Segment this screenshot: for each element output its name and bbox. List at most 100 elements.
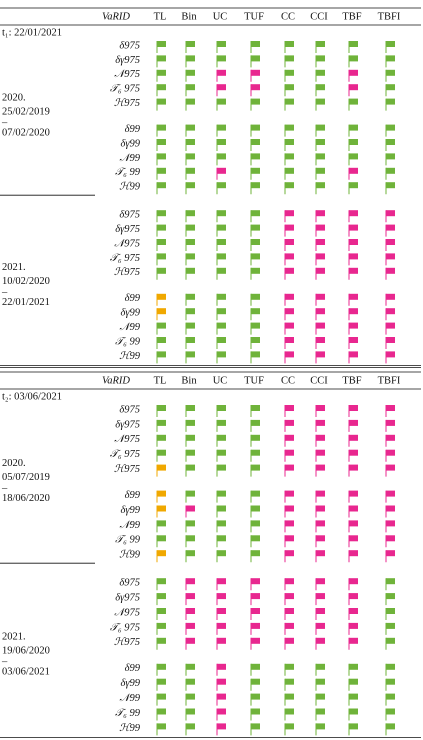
flag <box>315 678 325 691</box>
flag <box>156 535 166 548</box>
flag <box>385 55 395 68</box>
flag <box>185 153 195 166</box>
flag-cloth <box>157 69 166 76</box>
flag <box>315 182 325 195</box>
flag <box>315 608 325 620</box>
flag-cloth <box>217 153 226 160</box>
flag <box>348 167 358 180</box>
flag <box>315 293 325 306</box>
flag-cloth <box>217 182 226 189</box>
flag <box>385 678 395 691</box>
flag-cloth <box>251 55 260 62</box>
flag <box>348 464 358 477</box>
flag-cloth <box>186 182 195 189</box>
flag <box>385 41 395 53</box>
flag-cloth <box>349 210 358 217</box>
flag <box>348 405 358 417</box>
flag <box>250 253 260 266</box>
flag-cloth <box>186 434 195 441</box>
flag <box>348 637 358 650</box>
flag <box>250 167 260 180</box>
flag-cloth <box>186 69 195 76</box>
row-label: δγ99 <box>120 138 140 149</box>
flag <box>348 505 358 518</box>
flag-cloth <box>349 41 358 47</box>
flag <box>250 608 260 620</box>
row-label: δγ975 <box>115 419 140 430</box>
flag <box>348 293 358 306</box>
column-header: CC <box>281 375 295 386</box>
flag-cloth <box>316 55 325 62</box>
flag <box>348 69 358 82</box>
column-header: CCI <box>310 11 328 22</box>
flag-cloth <box>217 167 226 174</box>
flag-cloth <box>285 663 294 670</box>
flag <box>315 322 325 335</box>
flag <box>284 55 294 68</box>
flag-cloth <box>251 490 260 497</box>
flag <box>284 708 294 721</box>
flag <box>185 434 195 447</box>
flag <box>315 449 325 462</box>
flag-cloth <box>186 693 195 700</box>
flag <box>216 55 226 68</box>
flag <box>348 41 358 53</box>
flag <box>385 308 395 321</box>
flag-cloth <box>157 124 166 131</box>
flag-cloth <box>316 167 325 174</box>
flag-cloth <box>157 55 166 62</box>
flag <box>185 678 195 691</box>
flag <box>315 663 325 676</box>
flag <box>250 55 260 68</box>
flag-cloth <box>386 434 395 441</box>
flag-cloth <box>186 464 195 471</box>
flag <box>284 167 294 180</box>
flag-cloth <box>251 535 260 542</box>
flag-cloth <box>386 253 395 260</box>
row-label: 𝒩99 <box>119 322 140 333</box>
flag <box>216 69 226 82</box>
flag <box>284 693 294 706</box>
flag <box>348 693 358 706</box>
flag <box>216 520 226 533</box>
flag <box>348 723 358 736</box>
flag <box>348 550 358 563</box>
flag <box>250 337 260 349</box>
flag <box>216 167 226 180</box>
flag-cloth <box>316 293 325 300</box>
flag <box>284 637 294 650</box>
flag-cloth <box>217 708 226 715</box>
flag <box>250 41 260 53</box>
flag-cloth <box>251 224 260 231</box>
flag-cloth <box>217 449 226 456</box>
row-label: 𝒯₆ 975 <box>110 84 140 95</box>
row-label: δ975 <box>119 40 140 51</box>
flag-cloth <box>349 224 358 231</box>
flag-cloth <box>217 490 226 497</box>
flag-cloth <box>386 139 395 145</box>
flag-cloth <box>186 520 195 527</box>
flag <box>216 419 226 432</box>
flag-cloth <box>285 693 294 700</box>
period-start: 19/06/2020 <box>2 645 50 656</box>
flag <box>156 124 166 137</box>
flag <box>216 608 226 620</box>
flag-cloth <box>251 693 260 700</box>
column-header: Bin <box>181 11 197 22</box>
flag <box>315 224 325 237</box>
flag-cloth <box>349 708 358 715</box>
flag-cloth <box>217 622 226 629</box>
flag-cloth <box>157 419 166 426</box>
flag <box>185 578 195 591</box>
flag <box>250 637 260 650</box>
flag-cloth <box>349 253 358 260</box>
flag <box>250 351 260 364</box>
flag <box>348 224 358 237</box>
flag <box>185 41 195 53</box>
flag <box>216 464 226 477</box>
flag <box>250 98 260 111</box>
flag <box>315 139 325 151</box>
flag <box>216 253 226 266</box>
flag <box>315 622 325 635</box>
